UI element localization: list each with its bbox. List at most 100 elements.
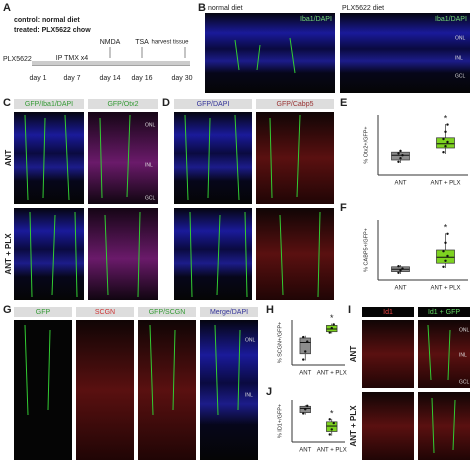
- cells: [24, 324, 241, 416]
- header-text: GFP/Cabp5: [277, 101, 314, 108]
- day: day 30: [171, 75, 192, 82]
- header: [362, 307, 414, 317]
- data-point: [399, 149, 402, 153]
- micrograph: [256, 112, 334, 204]
- stain: Iba1/DAPI: [300, 16, 332, 23]
- data-point: [399, 269, 402, 272]
- header-text: GFP: [36, 309, 51, 316]
- header-text: GFP/Otx2: [107, 101, 138, 108]
- row-label: ANT: [4, 150, 13, 167]
- header-text: Id1 + GFP: [428, 309, 460, 316]
- y-axis-label: % CABP5+/GFP+: [363, 228, 369, 272]
- data-point: [302, 335, 305, 339]
- header: [138, 307, 196, 317]
- label: PLX5622: [3, 56, 32, 63]
- event: TSA: [135, 39, 149, 46]
- data-point: [397, 271, 400, 274]
- header: [200, 307, 258, 317]
- data-point: [444, 145, 447, 148]
- label: PLX5622 diet: [342, 5, 384, 12]
- panel-letter: G: [3, 304, 12, 316]
- header: [76, 307, 134, 317]
- header: [88, 99, 158, 109]
- layer: ONL: [459, 327, 470, 333]
- day: day 7: [63, 75, 80, 82]
- data-point: [304, 408, 307, 411]
- panel-letter: H: [266, 304, 274, 316]
- y-axis-label: % Otx2+/GFP+: [363, 126, 369, 163]
- data-point: [444, 130, 447, 133]
- panel-letter: C: [3, 97, 11, 109]
- cells: [427, 324, 456, 454]
- micrograph: [362, 320, 414, 388]
- panel-letter: J: [266, 386, 272, 398]
- label: control: normal diet: [14, 17, 80, 24]
- data-point: [304, 350, 307, 353]
- box: [326, 421, 338, 432]
- x-tick-label: ANT: [299, 371, 311, 377]
- box: [436, 249, 455, 264]
- micrograph: [362, 392, 414, 460]
- layer: GCL: [459, 379, 470, 385]
- header: [174, 99, 252, 109]
- data-point: [332, 323, 335, 326]
- micrograph: [14, 208, 84, 300]
- header-text: GFP/SCGN: [149, 309, 186, 316]
- data-point: [302, 358, 305, 361]
- layer: INL: [455, 55, 463, 61]
- y-axis-label: % ID1+/GFP+: [277, 404, 283, 438]
- header: [418, 307, 470, 317]
- x-tick-label: ANT: [299, 448, 311, 454]
- data-point: [444, 241, 447, 244]
- event: NMDA: [100, 39, 121, 46]
- micrograph: [418, 320, 470, 388]
- row-label: ANT + PLX: [349, 405, 358, 447]
- header-text: GFP/Iba1/DAPI: [25, 101, 73, 108]
- data-point: [330, 326, 333, 330]
- layer: ONL: [145, 122, 156, 128]
- micrograph: [14, 320, 72, 460]
- day: day 1: [29, 75, 46, 82]
- data-point: [397, 160, 400, 163]
- micrograph: [138, 320, 196, 460]
- micrograph: [418, 392, 470, 460]
- x-tick-label: ANT: [395, 286, 407, 292]
- data-point: [330, 428, 333, 431]
- panel-letter: A: [3, 2, 11, 14]
- data-point: [302, 412, 305, 415]
- panel-letter: D: [162, 97, 170, 109]
- panel-letter: F: [340, 202, 347, 214]
- significance: *: [444, 223, 448, 233]
- micrograph: [14, 112, 84, 204]
- data-point: [328, 418, 331, 421]
- data-point: [446, 254, 449, 258]
- box: [299, 337, 311, 355]
- data-point: [401, 267, 404, 270]
- layer: GCL: [145, 195, 156, 201]
- event: harvest tissue: [151, 40, 189, 46]
- data-point: [328, 331, 331, 334]
- data-point: [332, 421, 335, 425]
- y-axis-label: % SCGN+/GFP+: [277, 322, 283, 364]
- header-text: GFP/DAPI: [197, 101, 230, 108]
- micrograph: [340, 13, 470, 93]
- data-point: [446, 123, 449, 126]
- day: day 16: [131, 75, 152, 82]
- header-text: Id1: [383, 309, 393, 316]
- data-point: [442, 265, 445, 268]
- layer: GCL: [455, 73, 466, 79]
- header: [14, 307, 72, 317]
- panel-letter: E: [340, 97, 347, 109]
- x-tick-label: ANT: [395, 181, 407, 187]
- cells: [184, 114, 321, 298]
- significance: *: [444, 113, 448, 123]
- panel-letter: I: [348, 304, 351, 316]
- x-tick-label: ANT + PLX: [317, 448, 347, 454]
- micrograph: [88, 112, 158, 204]
- x-tick-label: ANT + PLX: [430, 181, 460, 187]
- data-point: [397, 152, 400, 155]
- x-tick-label: ANT + PLX: [317, 371, 347, 377]
- row-label: ANT + PLX: [4, 233, 13, 275]
- header: [14, 99, 84, 109]
- header-text: SCGN: [95, 309, 115, 316]
